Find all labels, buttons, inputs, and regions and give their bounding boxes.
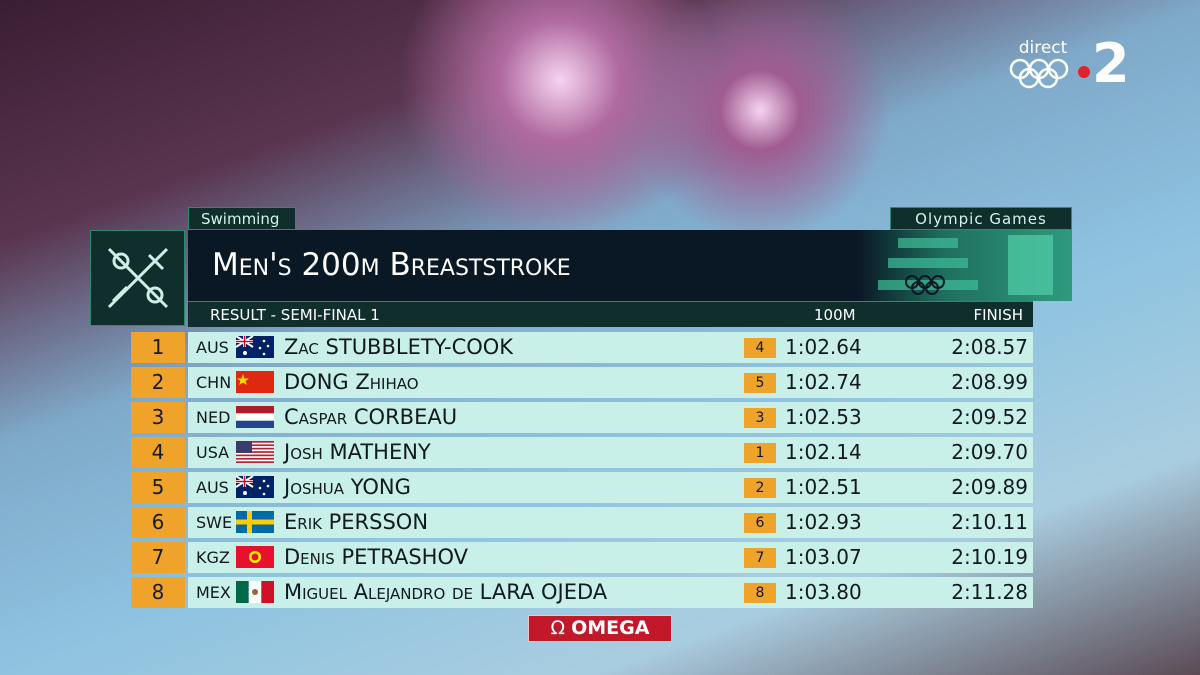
athlete-name: Joshua YONG [284, 475, 411, 499]
split-time: 1:02.14 [785, 440, 862, 464]
rank-box: 7 [131, 542, 185, 573]
athlete-name: Denis PETRASHOV [284, 545, 469, 569]
split-rank: 6 [744, 513, 776, 533]
split-rank: 8 [744, 583, 776, 603]
live-label: direct [1018, 38, 1068, 58]
sponsor-name: Omega [571, 617, 650, 639]
result-row: AUS Zac STUBBLETY-COOK 4 1:02.64 2:08.57 [188, 332, 1033, 363]
athlete-name: Caspar CORBEAU [284, 405, 458, 429]
finish-time: 2:09.52 [951, 405, 1028, 429]
rank-box: 3 [131, 402, 185, 433]
games-graphic [858, 230, 1072, 301]
result-row: AUS Joshua YONG 2 1:02.51 2:09.89 [188, 472, 1033, 503]
country-code: MEX [196, 583, 231, 602]
sport-icon-box [90, 230, 185, 326]
finish-time: 2:08.57 [951, 335, 1028, 359]
sport-tab: Swimming [188, 207, 296, 230]
flag [236, 581, 274, 603]
column-header: 100m [814, 306, 856, 324]
country-code: USA [196, 443, 230, 462]
column-header: Finish [973, 306, 1024, 324]
result-row: KGZ Denis PETRASHOV 7 1:03.07 2:10.19 [188, 542, 1033, 573]
athlete-name: DONG Zhihao [284, 370, 419, 394]
finish-time: 2:08.99 [951, 370, 1028, 394]
rank-box: 2 [131, 367, 185, 398]
athlete-name: Zac STUBBLETY-COOK [284, 335, 514, 359]
subtitle-bar: Result - Semi-Final 1 100m Finish [188, 301, 1033, 327]
split-rank: 1 [744, 443, 776, 463]
result-row: USA Josh MATHENY 1 1:02.14 2:09.70 [188, 437, 1033, 468]
athlete-name: Josh MATHENY [284, 440, 431, 464]
country-code: NED [196, 408, 231, 427]
channel-number: 2 [1092, 32, 1130, 95]
country-code: AUS [196, 338, 229, 357]
split-rank: 4 [744, 338, 776, 358]
event-title: Men's 200m Breaststroke [188, 230, 888, 301]
finish-time: 2:09.70 [951, 440, 1028, 464]
rank-box: 6 [131, 507, 185, 538]
flag [236, 546, 274, 568]
result-row: SWE Erik PERSSON 6 1:02.93 2:10.11 [188, 507, 1033, 538]
split-rank: 5 [744, 373, 776, 393]
finish-time: 2:11.28 [951, 580, 1028, 604]
flag [236, 476, 274, 498]
rank-box: 8 [131, 577, 185, 608]
brand-tab: Olympic Games [890, 207, 1072, 230]
swimming-pictogram [107, 247, 169, 309]
sponsor-badge: Ω Omega [528, 615, 672, 642]
flag [236, 371, 274, 393]
split-time: 1:02.51 [785, 475, 862, 499]
athlete-name: Erik PERSSON [284, 510, 429, 534]
flag [236, 441, 274, 463]
athlete-name: Miguel Alejandro de LARA OJEDA [284, 580, 608, 604]
games-pattern [878, 235, 1053, 295]
finish-time: 2:10.11 [951, 510, 1028, 534]
split-time: 1:03.80 [785, 580, 862, 604]
split-time: 1:03.07 [785, 545, 862, 569]
country-code: SWE [196, 513, 233, 532]
split-time: 1:02.93 [785, 510, 862, 534]
country-code: CHN [196, 373, 232, 392]
rank-box: 4 [131, 437, 185, 468]
result-row: NED Caspar CORBEAU 3 1:02.53 2:09.52 [188, 402, 1033, 433]
split-rank: 3 [744, 408, 776, 428]
rank-box: 1 [131, 332, 185, 363]
channel-dot [1078, 66, 1090, 78]
split-time: 1:02.74 [785, 370, 862, 394]
split-time: 1:02.53 [785, 405, 862, 429]
olympic-rings [1009, 58, 1069, 89]
round-label: Result - Semi-Final 1 [210, 306, 380, 324]
country-code: KGZ [196, 548, 230, 567]
split-time: 1:02.64 [785, 335, 862, 359]
background-lights [0, 0, 1200, 230]
country-code: AUS [196, 478, 229, 497]
split-rank: 7 [744, 548, 776, 568]
split-rank: 2 [744, 478, 776, 498]
flag [236, 406, 274, 428]
rank-box: 5 [131, 472, 185, 503]
result-row: CHN DONG Zhihao 5 1:02.74 2:08.99 [188, 367, 1033, 398]
flag [236, 511, 274, 533]
flag [236, 336, 274, 358]
finish-time: 2:10.19 [951, 545, 1028, 569]
result-row: MEX Miguel Alejandro de LARA OJEDA 8 1:03.8… [188, 577, 1033, 608]
finish-time: 2:09.89 [951, 475, 1028, 499]
